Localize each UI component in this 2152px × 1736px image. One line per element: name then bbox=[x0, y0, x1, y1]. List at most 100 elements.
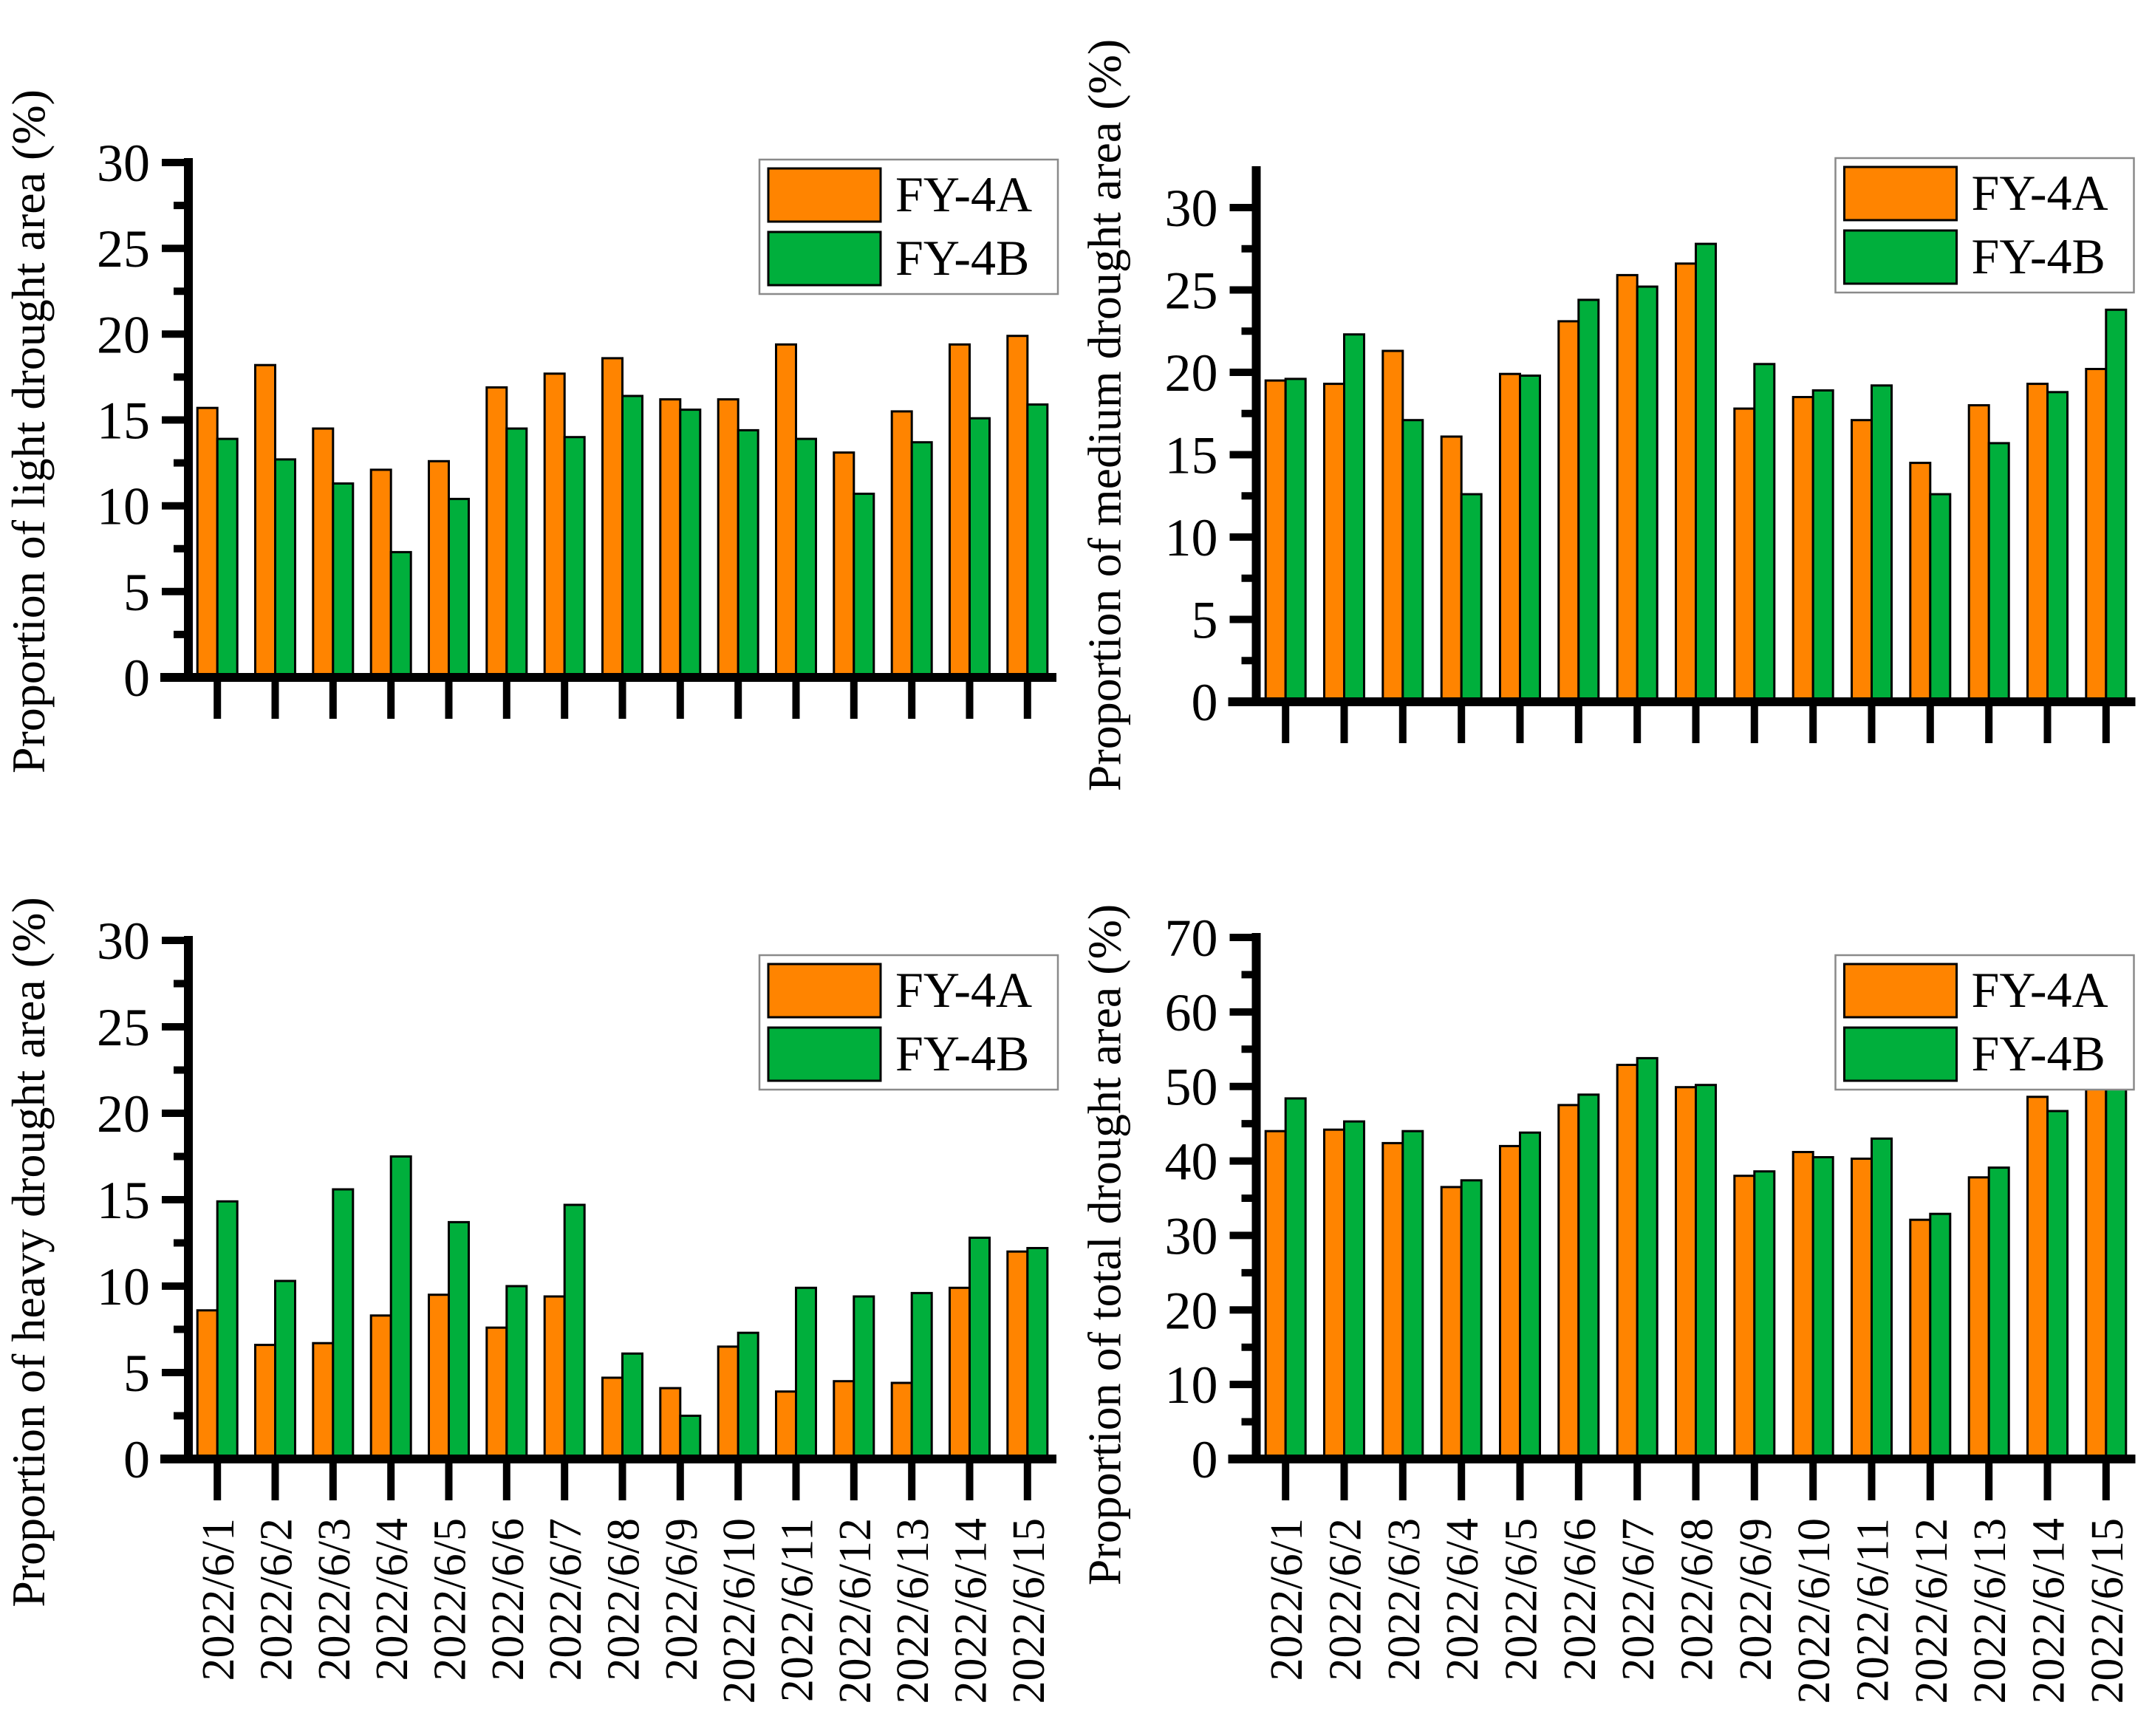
bar-fy-4a bbox=[890, 410, 913, 679]
bar-fy-4b bbox=[2105, 308, 2128, 703]
bar-fy-4a bbox=[659, 398, 682, 679]
bar-fy-4b bbox=[795, 1286, 817, 1460]
bar-fy-4b bbox=[332, 1188, 355, 1460]
y-tick-label: 5 bbox=[123, 1344, 150, 1403]
bar-fy-4b bbox=[969, 417, 991, 679]
bar-fy-4b bbox=[1871, 384, 1893, 703]
y-tick-label: 30 bbox=[1165, 1206, 1218, 1265]
x-tick-label: 2022/6/3 bbox=[310, 1518, 360, 1681]
bar-fy-4a bbox=[312, 427, 335, 679]
x-tick-label: 2022/6/13 bbox=[888, 1518, 938, 1703]
y-tick-label: 30 bbox=[97, 912, 150, 971]
panel-heavy-drought: 0 5 10 15 20 25 30 2022/6/1 2022/6/2 2022/6/3 2022… bbox=[0, 868, 1076, 1736]
bar-fy-4b bbox=[505, 1285, 528, 1460]
y-axis-title: Proportion of total drought area (%) bbox=[1079, 904, 1131, 1585]
y-tick-label: 5 bbox=[1192, 591, 1218, 650]
x-tick-label: 2022/6/14 bbox=[946, 1518, 997, 1703]
bar-fy-4b bbox=[1811, 1156, 1834, 1460]
bar-fy-4a bbox=[659, 1387, 682, 1460]
bar-fy-4b bbox=[1343, 333, 1365, 703]
x-tick-label: 2022/6/10 bbox=[714, 1518, 765, 1703]
panel-medium-drought: 0 5 10 15 20 25 30 Proportion of medium drought… bbox=[1076, 0, 2152, 868]
bar-fy-4a bbox=[1440, 435, 1463, 703]
bar-fy-4b bbox=[1695, 1084, 1717, 1460]
bar-fy-4b bbox=[274, 1279, 296, 1460]
legend-swatch-fy-4a bbox=[1843, 165, 1958, 222]
bar-fy-4b bbox=[1987, 442, 2010, 703]
bar-fy-4a bbox=[2085, 368, 2108, 703]
bar-fy-4b bbox=[1811, 389, 1834, 703]
y-axis-title: Proportion of light drought area (%) bbox=[2, 89, 55, 773]
y-tick-label: 25 bbox=[97, 998, 150, 1057]
bar-fy-4a bbox=[1791, 396, 1814, 703]
bar-fy-4a bbox=[1616, 273, 1639, 703]
bar-fy-4b bbox=[910, 1291, 933, 1460]
bar-fy-4a bbox=[1440, 1186, 1463, 1460]
x-tick-label: 2022/6/11 bbox=[1848, 1518, 1899, 1702]
bar-fy-4a bbox=[543, 372, 566, 679]
bar-fy-4b bbox=[1460, 493, 1483, 703]
bar-fy-4b bbox=[1987, 1166, 2010, 1460]
bar-fy-4b bbox=[332, 482, 355, 679]
bar-fy-4a bbox=[1006, 1250, 1029, 1460]
y-axis-title: Proportion of heavy drought area (%) bbox=[2, 897, 55, 1607]
bar-fy-4a bbox=[949, 1286, 971, 1460]
bar-fy-4b bbox=[563, 1203, 586, 1460]
y-tick-label: 50 bbox=[1165, 1058, 1218, 1117]
bar-fy-4a bbox=[1006, 335, 1029, 679]
x-tick-label: 2022/6/13 bbox=[1965, 1518, 2015, 1703]
bar-fy-4a bbox=[485, 386, 508, 679]
bar-fy-4a bbox=[775, 343, 797, 679]
bar-fy-4b bbox=[969, 1237, 991, 1460]
bar-fy-4a bbox=[1323, 1128, 1345, 1460]
bar-fy-4a bbox=[196, 406, 219, 679]
bar-fy-4a bbox=[717, 1345, 739, 1460]
x-tick-label: 2022/6/2 bbox=[252, 1518, 302, 1681]
legend-swatch-fy-4a bbox=[767, 963, 882, 1019]
y-tick-label: 15 bbox=[1165, 426, 1218, 485]
bar-fy-4a bbox=[1791, 1151, 1814, 1460]
x-tick-label: 2022/6/7 bbox=[1613, 1518, 1664, 1681]
bar-fy-4b bbox=[1026, 403, 1049, 679]
bar-fy-4a bbox=[2026, 383, 2049, 703]
bar-fy-4b bbox=[1577, 298, 1600, 703]
x-tick-label: 2022/6/2 bbox=[1321, 1518, 1371, 1681]
bar-fy-4a bbox=[1967, 1176, 1990, 1460]
bar-fy-4a bbox=[196, 1309, 219, 1460]
bar-fy-4b bbox=[563, 436, 586, 679]
y-tick-label: 20 bbox=[1165, 1281, 1218, 1340]
legend-label-fy-4a: FY-4A bbox=[895, 962, 1032, 1018]
bar-fy-4a bbox=[254, 363, 276, 679]
x-tick-label: 2022/6/15 bbox=[2083, 1518, 2133, 1703]
bar-fy-4a bbox=[717, 398, 739, 679]
x-tick-label: 2022/6/9 bbox=[1731, 1518, 1781, 1681]
x-tick-label: 2022/6/12 bbox=[1907, 1518, 1957, 1703]
bar-fy-4a bbox=[312, 1342, 335, 1460]
bar-fy-4a bbox=[1733, 1175, 1756, 1460]
bar-fy-4a bbox=[1851, 1158, 1873, 1460]
bar-fy-4b bbox=[737, 428, 759, 679]
bar-fy-4b bbox=[1284, 1097, 1307, 1460]
bar-fy-4a bbox=[1264, 379, 1287, 703]
bar-fy-4a bbox=[1675, 1086, 1697, 1460]
legend-swatch-fy-4a bbox=[1843, 963, 1958, 1019]
bar-fy-4a bbox=[1323, 383, 1345, 703]
bar-fy-4b bbox=[1343, 1120, 1365, 1460]
x-tick-label: 2022/6/6 bbox=[1555, 1518, 1605, 1681]
bar-fy-4a bbox=[1967, 404, 1990, 703]
bar-fy-4b bbox=[1636, 285, 1659, 703]
legend-label-fy-4b: FY-4B bbox=[1972, 228, 2105, 284]
y-tick-label: 0 bbox=[123, 649, 150, 708]
bar-fy-4b bbox=[1401, 419, 1424, 703]
bar-fy-4b bbox=[216, 437, 239, 679]
y-tick-label: 60 bbox=[1165, 983, 1218, 1042]
bar-fy-4b bbox=[1929, 493, 1952, 703]
bar-fy-4b bbox=[1460, 1179, 1483, 1460]
bar-fy-4b bbox=[737, 1331, 759, 1460]
bar-fy-4b bbox=[1577, 1093, 1600, 1460]
x-tick-label: 2022/6/4 bbox=[367, 1518, 417, 1681]
bar-fy-4b bbox=[1929, 1212, 1952, 1460]
legend-swatch-fy-4b bbox=[1843, 1026, 1958, 1082]
x-tick-label: 2022/6/6 bbox=[483, 1518, 533, 1681]
